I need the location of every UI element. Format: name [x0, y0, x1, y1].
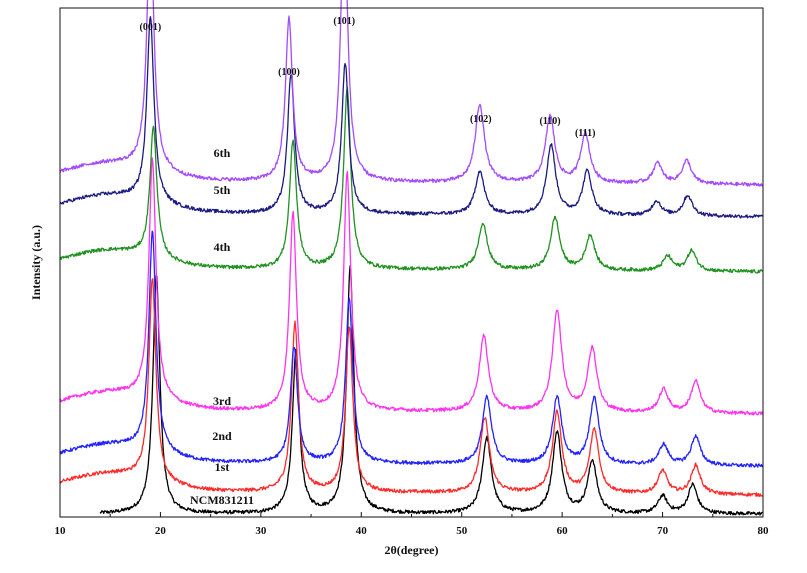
x-axis-label: 2θ(degree) — [384, 543, 438, 557]
series-label-3rd: 3rd — [213, 394, 231, 408]
x-tick-label: 20 — [155, 525, 167, 537]
x-tick-label: 30 — [255, 525, 267, 537]
x-tick-label: 40 — [356, 525, 368, 537]
plot-frame — [59, 7, 764, 518]
series-label-2nd: 2nd — [212, 429, 232, 443]
peak-label: (101) — [333, 16, 355, 27]
x-tick-label: 80 — [758, 525, 770, 537]
series-line-6th — [59, 0, 764, 187]
series-line-1st — [59, 278, 764, 497]
series-label-ncm831211: NCM831211 — [190, 493, 254, 507]
series-labels: NCM831211 1st 2nd 3rd 4th 5th 6th — [190, 146, 254, 507]
series-label-4th: 4th — [214, 240, 231, 254]
x-tick-label: 50 — [456, 525, 468, 537]
x-tick-label: 70 — [657, 525, 669, 537]
peak-label: (100) — [278, 67, 300, 78]
peak-label: (001) — [140, 22, 162, 33]
series-line-4th — [59, 86, 763, 274]
series-label-5th: 5th — [214, 183, 231, 197]
x-ticks: 10 20 30 40 50 60 70 80 — [55, 512, 770, 537]
series-traces — [59, 0, 764, 516]
peak-label: (110) — [540, 116, 561, 127]
series-line-5th — [59, 16, 764, 219]
series-label-6th: 6th — [214, 146, 231, 160]
peak-label: (111) — [575, 128, 596, 139]
y-axis-label: Intensity (a.u.) — [29, 225, 43, 300]
series-line-ncm831211 — [99, 265, 763, 516]
x-tick-label: 10 — [55, 525, 67, 537]
x-tick-label: 60 — [557, 525, 569, 537]
peak-label: (102) — [470, 114, 492, 125]
series-label-1st: 1st — [215, 460, 230, 474]
peak-labels: (001) (100) (101) (102) (110) (111) — [140, 16, 596, 139]
plot-border — [59, 7, 764, 518]
series-line-3rd — [59, 157, 764, 416]
series-line-2nd — [59, 230, 764, 468]
